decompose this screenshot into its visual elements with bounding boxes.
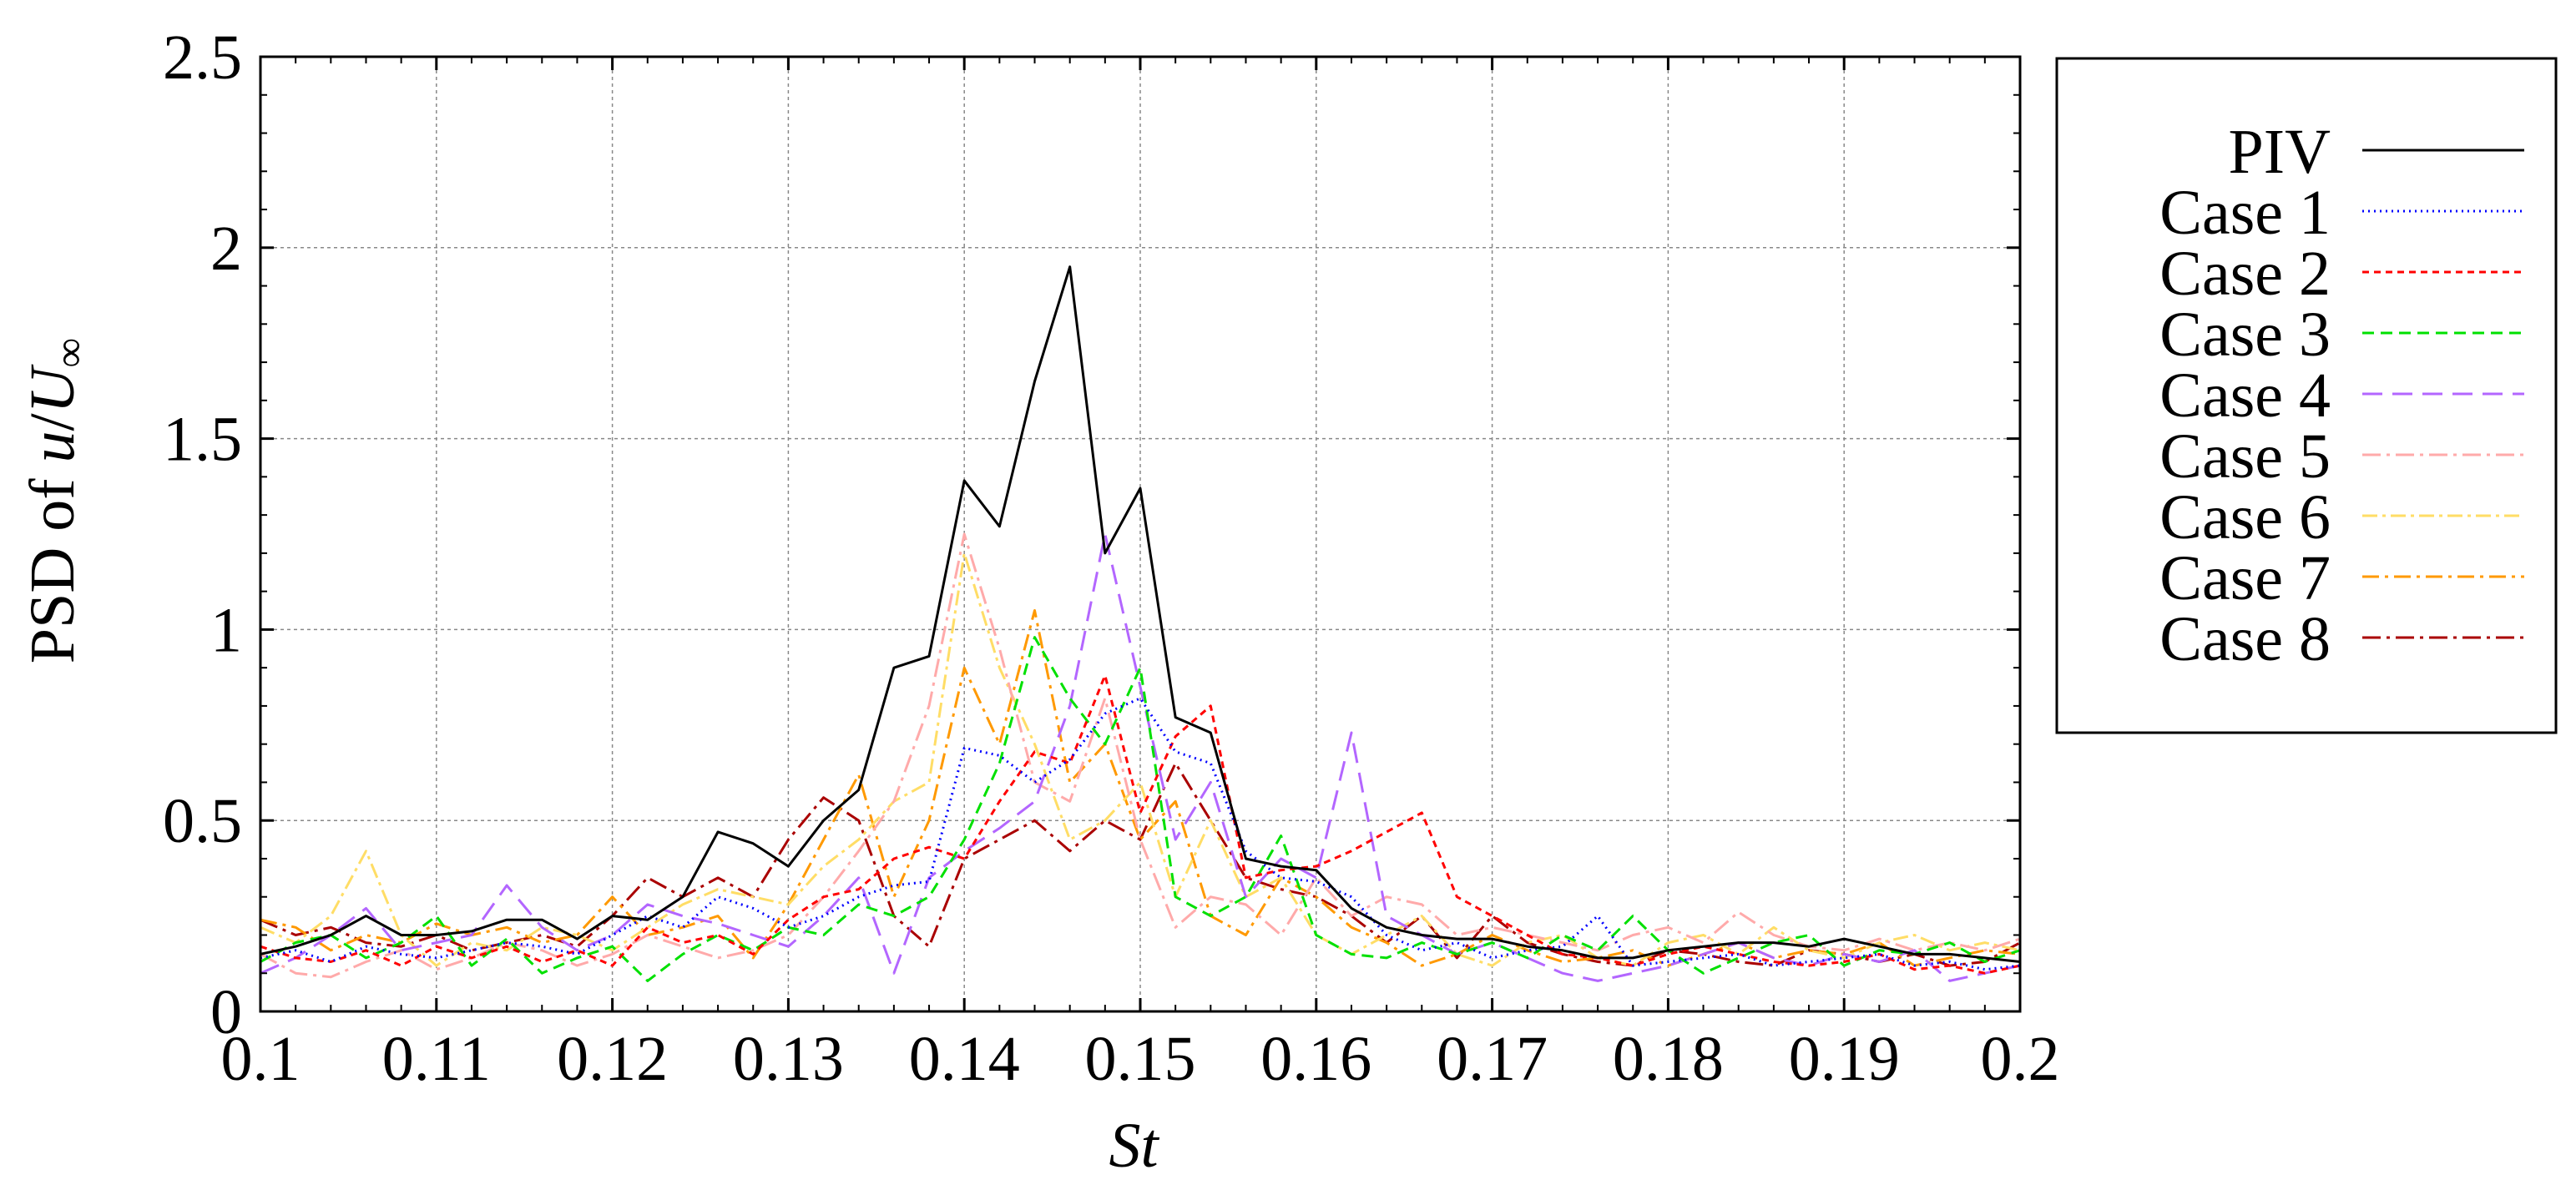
y-axis-label-subscript: ∞ xyxy=(46,338,93,368)
legend-label-case-1: Case 1 xyxy=(2159,178,2331,248)
legend-label-case-4: Case 4 xyxy=(2159,361,2331,431)
x-tick-label: 0.1 xyxy=(221,1024,301,1094)
series-line-piv xyxy=(260,265,2021,963)
y-tick-label: 1 xyxy=(210,595,242,665)
series-lines xyxy=(260,265,2021,982)
y-axis-label-slash: / xyxy=(18,412,88,431)
y-tick-label: 1.5 xyxy=(163,405,242,475)
y-axis-label-prefix: PSD of xyxy=(18,462,88,663)
legend-label-case-5: Case 5 xyxy=(2159,421,2331,492)
legend-label-case-8: Case 8 xyxy=(2159,604,2331,674)
x-tick-label: 0.19 xyxy=(1789,1024,1900,1094)
series-line-case-3 xyxy=(260,636,2021,982)
x-tick-label: 0.18 xyxy=(1613,1024,1724,1094)
x-tick-label: 0.11 xyxy=(382,1024,491,1094)
series-line-case-6 xyxy=(260,552,2021,967)
legend-label-piv: PIV xyxy=(2229,117,2331,187)
legend-label-case-3: Case 3 xyxy=(2159,300,2331,370)
x-tick-label: 0.17 xyxy=(1437,1024,1548,1094)
legend-label-case-7: Case 7 xyxy=(2159,543,2331,613)
series-line-case-4 xyxy=(260,532,2021,982)
y-tick-label: 2.5 xyxy=(163,23,242,93)
series-line-case-1 xyxy=(260,697,2021,971)
y-axis-label-u: u xyxy=(18,431,88,462)
x-tick-labels: 0.1 0.11 0.12 0.13 0.14 0.15 0.16 0.17 0.18 0.19 0… xyxy=(221,1024,2060,1094)
legend-box xyxy=(2055,57,2558,734)
y-tick-label: 2 xyxy=(210,214,242,284)
grid xyxy=(260,56,2021,1012)
y-axis-label: PSD of u/U∞ xyxy=(18,338,93,663)
y-tick-label: 0.5 xyxy=(163,786,242,856)
y-tick-label: 0 xyxy=(210,977,242,1047)
axis-ticks xyxy=(259,55,2022,1013)
series-line-case-8 xyxy=(260,762,2021,967)
y-tick-labels: 0 0.5 1 1.5 2 2.5 xyxy=(163,23,242,1047)
legend-label-case-6: Case 6 xyxy=(2159,482,2331,552)
y-axis-label-U: U xyxy=(18,364,88,413)
x-tick-label: 0.13 xyxy=(733,1024,844,1094)
x-tick-label: 0.12 xyxy=(557,1024,668,1094)
x-tick-label: 0.2 xyxy=(1981,1024,2060,1094)
legend-label-case-2: Case 2 xyxy=(2159,239,2331,309)
series-line-case-5 xyxy=(260,532,2021,979)
x-axis-label: St xyxy=(1109,1111,1159,1181)
x-tick-label: 0.16 xyxy=(1260,1024,1371,1094)
x-tick-label: 0.14 xyxy=(909,1024,1020,1094)
x-tick-label: 0.15 xyxy=(1085,1024,1196,1094)
